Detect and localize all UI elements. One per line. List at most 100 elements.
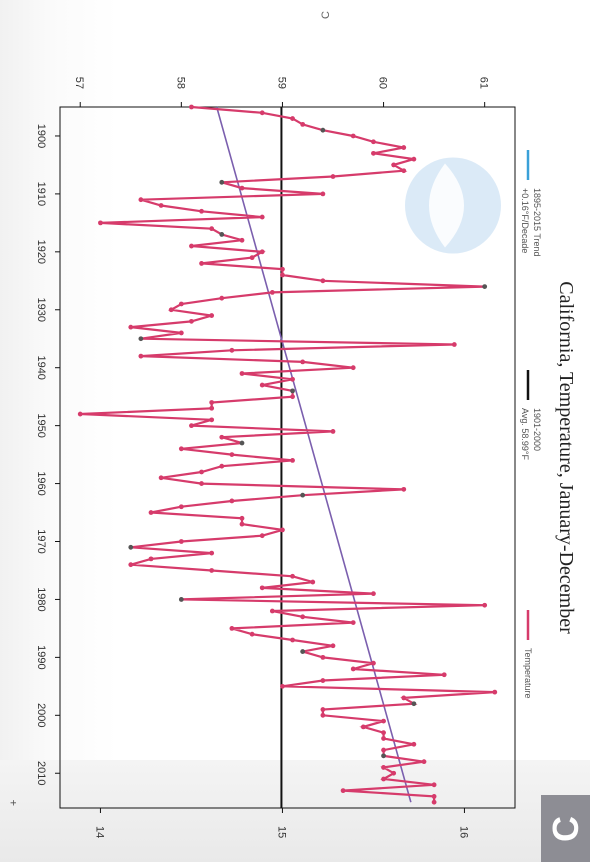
page-corner-mark: + (8, 799, 20, 806)
x-tick-label: 1910 (35, 182, 47, 206)
temperature-point (138, 353, 144, 359)
temperature-point (189, 104, 194, 110)
temperature-point (239, 185, 245, 191)
temperature-point (290, 394, 295, 400)
chart-title: California, Temperature, January-Decembe… (555, 281, 577, 634)
x-tick-label: 1990 (35, 645, 47, 669)
temperature-point (239, 515, 245, 521)
temperature-point (482, 284, 488, 289)
temperature-point (168, 307, 174, 313)
temperature-point (189, 318, 194, 324)
temperature-point (371, 660, 376, 666)
temperature-point (391, 162, 397, 168)
temperature-point (411, 701, 417, 707)
temperature-point (209, 400, 215, 405)
y-axis-left: 61 60 59 58 57 (73, 77, 490, 107)
temperature-point (77, 411, 83, 417)
temperature-point (219, 295, 225, 301)
x-tick-label: 1980 (35, 587, 47, 611)
x-tick-label: 1920 (35, 240, 47, 264)
temperature-point (300, 649, 306, 654)
temperature-point (148, 510, 154, 515)
temperature-point (300, 121, 306, 127)
x-tick-label: 2010 (35, 761, 47, 785)
temperature-point (290, 637, 295, 643)
temperature-point (350, 666, 356, 672)
x-tick-label: 1960 (35, 471, 47, 495)
temperature-point (269, 608, 275, 614)
temperature-point (360, 724, 366, 730)
temperature-point (148, 556, 154, 562)
temperature-point (482, 602, 488, 608)
temperature-point (330, 643, 336, 649)
temperature-point (239, 237, 245, 243)
y-axis-right: 16 15 14 (93, 808, 469, 838)
temperature-point (199, 208, 204, 214)
temperature-point (259, 249, 265, 255)
temperature-point (209, 550, 215, 556)
temperature-point (320, 678, 326, 683)
temperature-point (350, 133, 356, 139)
temperature-point (209, 417, 215, 423)
legend-label: 1901-2000 (532, 408, 542, 451)
y-tick-label-right: 15 (275, 826, 287, 838)
temperature-point (451, 342, 457, 347)
temperature-point (320, 654, 326, 660)
temperature-point (259, 110, 265, 116)
temperature-point (249, 631, 255, 637)
plot-frame (59, 106, 516, 809)
legend-sublabel: +0.16°F/Decade (520, 188, 530, 253)
temperature-point (158, 203, 164, 208)
temperature-point (249, 255, 255, 261)
y-tick-label-left: 60 (377, 77, 389, 89)
temperature-point (280, 272, 285, 278)
temperature-point (320, 191, 326, 197)
temperature-point (128, 562, 134, 568)
temperature-point (259, 533, 265, 539)
y-tick-label-right: 14 (93, 826, 105, 838)
x-tick-label: 1900 (35, 124, 47, 148)
temperature-point (381, 776, 386, 782)
noaa-logo-watermark (405, 157, 501, 254)
temperature-point (431, 799, 437, 805)
temperature-point (290, 116, 295, 121)
temperature-point (431, 782, 437, 788)
temperature-point (199, 261, 204, 266)
temperature-point (381, 765, 386, 770)
temperature-point (209, 226, 215, 232)
temperature-point (280, 527, 285, 533)
temperature-point (320, 127, 326, 133)
y-tick-label-right: 16 (457, 826, 469, 838)
temperature-point (401, 486, 407, 492)
temperature-point (158, 475, 164, 481)
temperature-point (411, 741, 417, 747)
logo-bird (429, 163, 464, 248)
temperature-point (98, 220, 103, 226)
temperature-point (259, 382, 265, 388)
x-tick-label: 1950 (35, 413, 47, 437)
temperature-point (340, 788, 346, 794)
temperature-point (381, 753, 386, 759)
temperature-point (178, 446, 184, 452)
temperature-point (310, 579, 316, 585)
x-tick-label: 1970 (35, 529, 47, 553)
trend-line (215, 106, 412, 803)
legend-label: Temperature (523, 648, 533, 699)
temperature-point (381, 736, 386, 741)
temperature-point (492, 689, 498, 695)
temperature-point (320, 712, 326, 718)
temperature-point (350, 620, 356, 626)
temperature-point (229, 626, 235, 631)
x-tick-label: 2000 (35, 703, 47, 727)
temperature-point (229, 347, 235, 353)
temperature-point (239, 521, 245, 527)
temperature-point (300, 359, 306, 365)
temperature-point (259, 585, 265, 591)
temperature-point (178, 504, 184, 510)
temperature-point (219, 179, 225, 185)
temperature-point (178, 597, 184, 602)
temperature-point (280, 266, 285, 272)
temperature-point (280, 683, 285, 689)
